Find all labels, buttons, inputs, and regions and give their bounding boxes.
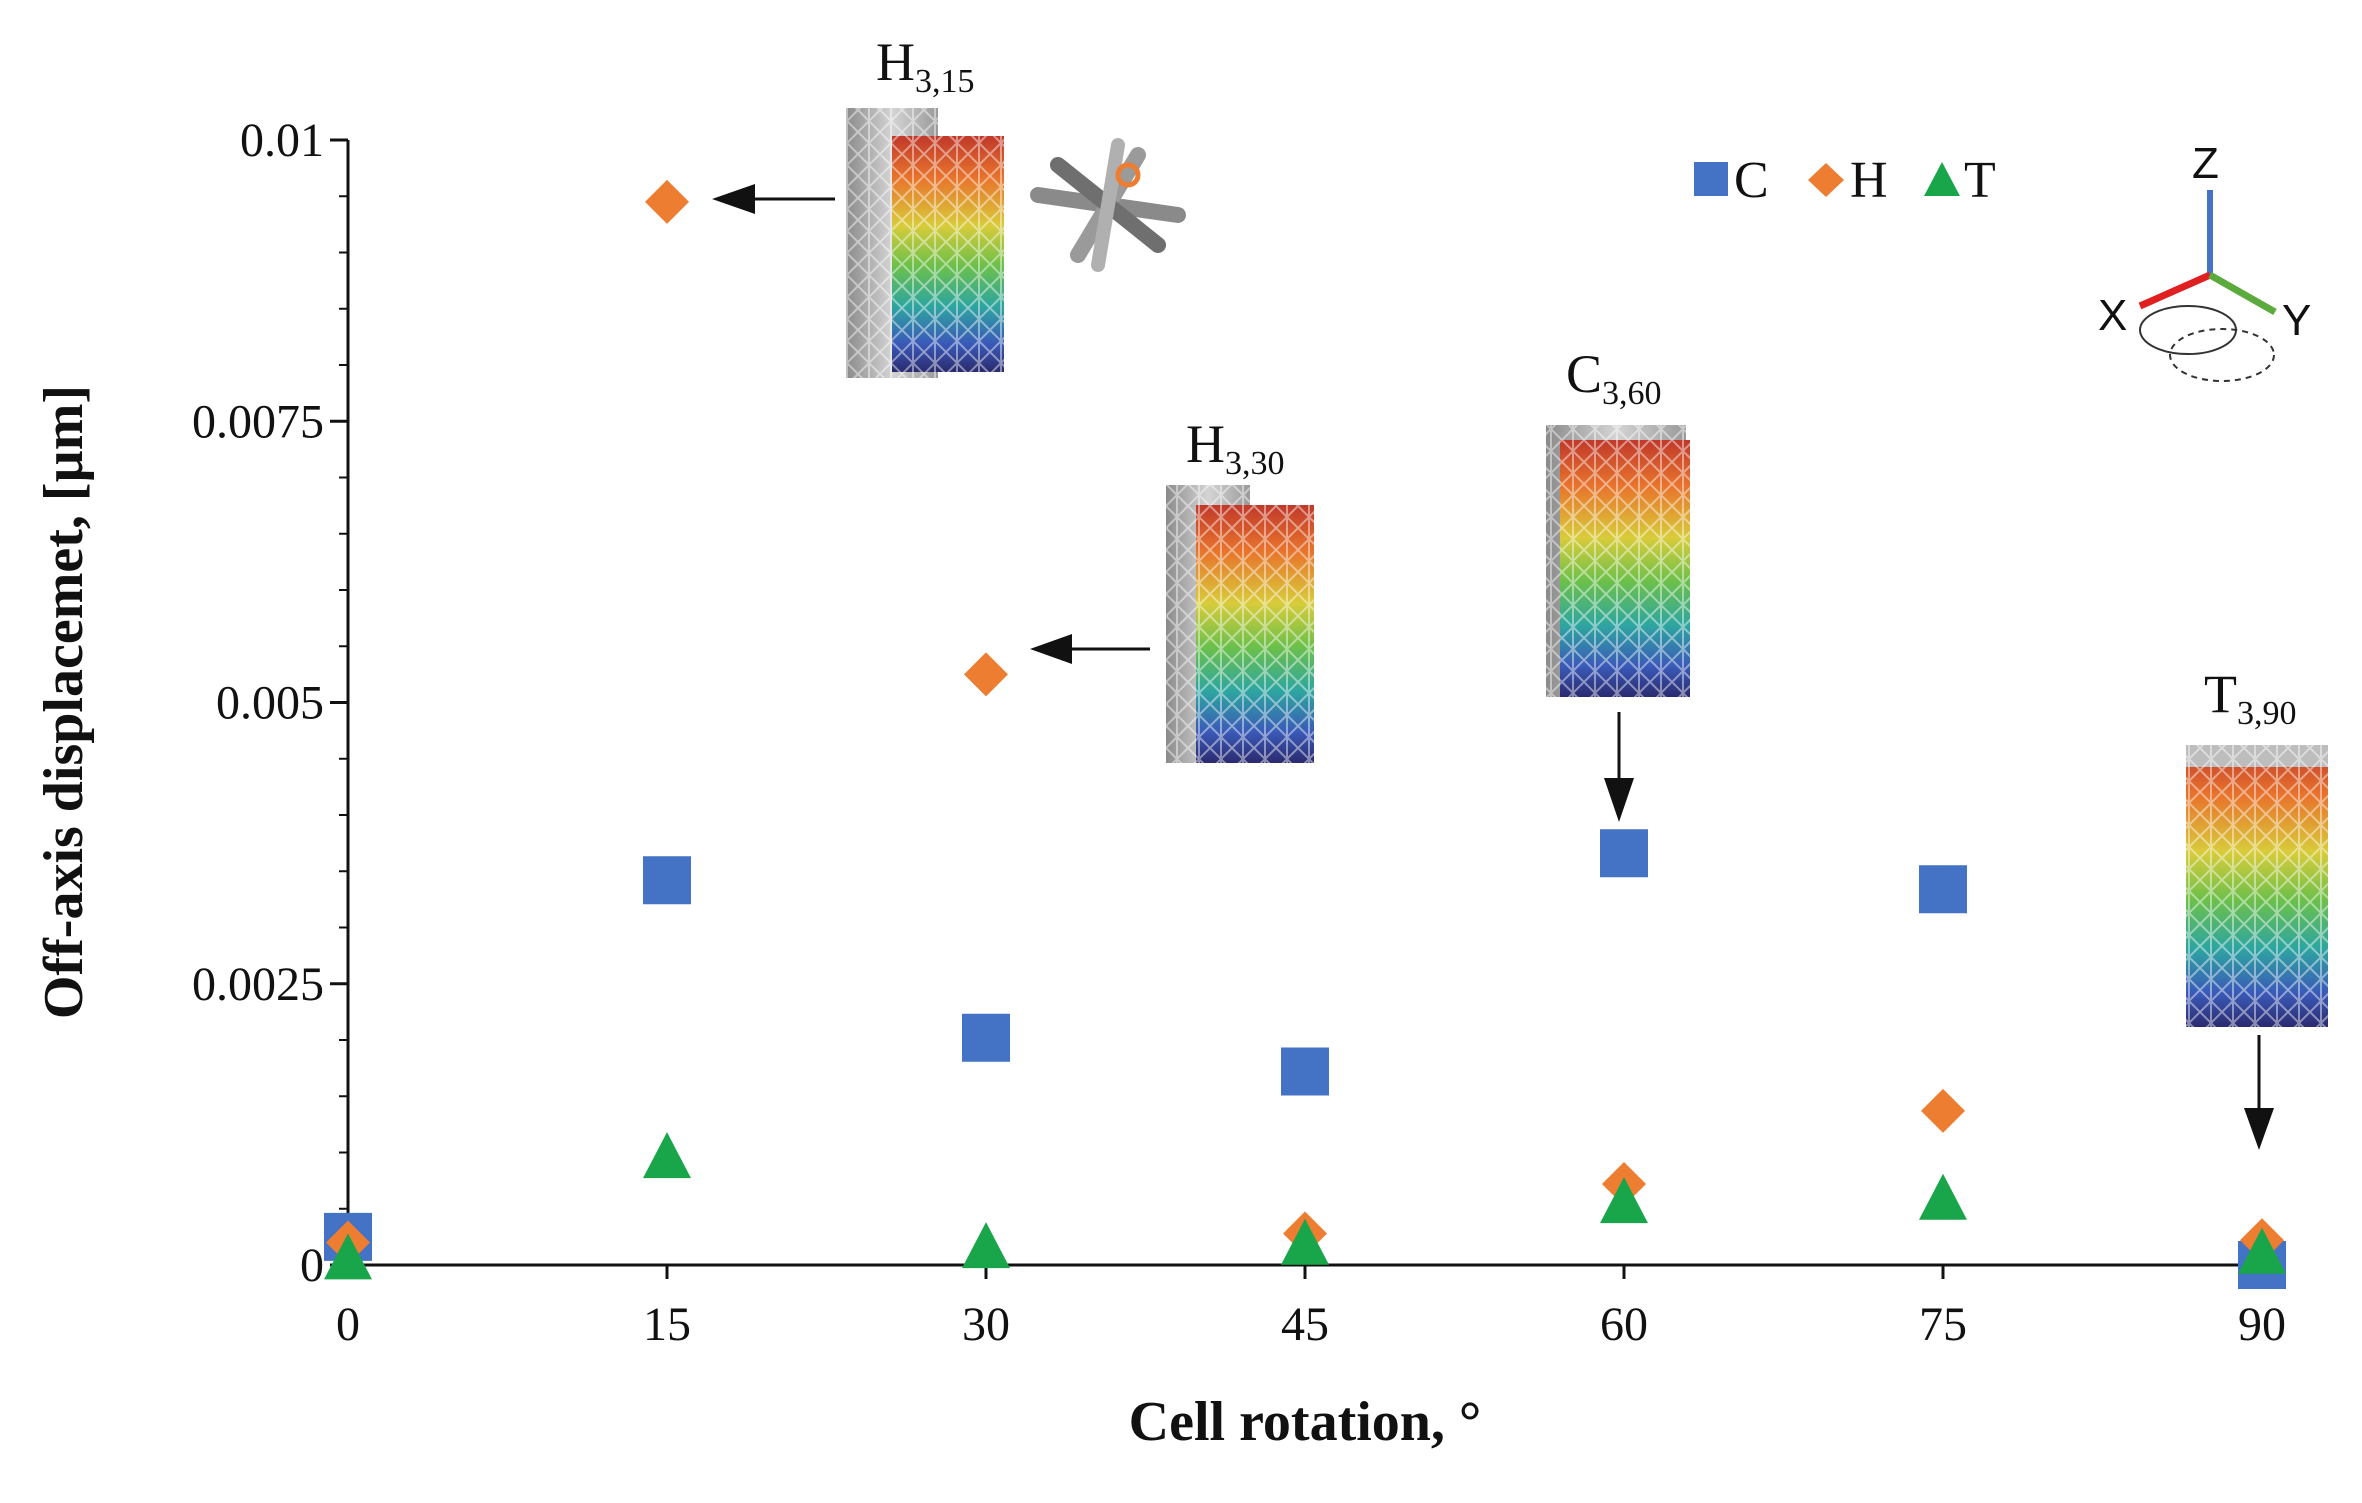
axes: 0 0.0025 0.005 0.0075 0.01 0 15 30 45 60 75 90: [192, 114, 2286, 1351]
triad-label-z: Z: [2192, 139, 2219, 188]
legend-label-h: H: [1850, 152, 1888, 209]
point-h-30: [964, 652, 1008, 697]
annotation-label-c-3-60: C3,60: [1566, 344, 1662, 412]
point-c-75: [1919, 865, 1967, 914]
inset-t-3-90: [2186, 745, 2328, 1027]
triad-label-x: X: [2098, 291, 2127, 340]
annotation-arrows: [712, 184, 2274, 1150]
legend-item-h: H: [1808, 152, 1888, 209]
point-c-30: [962, 1013, 1010, 1062]
arrow-h-3-15: [712, 184, 835, 214]
x-tick-label: 60: [1600, 1298, 1648, 1351]
legend: C H T: [1694, 152, 1996, 209]
inset-h-3-15: [846, 108, 1004, 378]
legend-label-t: T: [1964, 152, 1996, 209]
y-tick-label: 0.0075: [192, 395, 324, 448]
axes-triad: Z X Y: [2098, 139, 2311, 382]
point-h-15: [645, 179, 689, 224]
data-points: [324, 179, 2286, 1289]
x-tick-label: 30: [962, 1298, 1010, 1351]
arrow-t-3-90: [2244, 1035, 2274, 1150]
arrow-c-3-60: [1604, 712, 1634, 822]
point-c-15: [643, 856, 691, 905]
y-tick-label: 0.01: [240, 114, 324, 167]
point-t-60: [1600, 1177, 1648, 1224]
point-c-60: [1600, 829, 1648, 878]
y-ticks: 0 0.0025 0.005 0.0075 0.01: [192, 114, 348, 1292]
inset-c-3-60: [1546, 425, 1690, 697]
point-t-90: [2238, 1227, 2286, 1274]
legend-marker-t: [1924, 162, 1960, 196]
triad-label-y: Y: [2282, 296, 2311, 345]
legend-label-c: C: [1734, 152, 1769, 209]
x-axis-title: Cell rotation, °: [1129, 1391, 1482, 1453]
point-t-45: [1281, 1218, 1329, 1265]
point-t-30: [962, 1222, 1010, 1269]
y-axis-title: Off-axis displacemet, [µm]: [33, 385, 95, 1019]
point-t-0: [324, 1233, 372, 1280]
annotation-label-h-3-15: H3,15: [876, 32, 975, 100]
y-tick-label: 0.0025: [192, 958, 324, 1011]
x-tick-label: 75: [1919, 1298, 1967, 1351]
annotation-labels: H3,15 H3,30 C3,60 T3,90: [876, 32, 2297, 732]
x-tick-label: 15: [643, 1298, 691, 1351]
legend-item-c: C: [1694, 152, 1769, 209]
legend-marker-c: [1694, 162, 1728, 196]
legend-marker-h: [1808, 163, 1844, 197]
annotation-label-h-3-30: H3,30: [1186, 414, 1285, 482]
annotation-label-t-3-90: T3,90: [2204, 664, 2297, 732]
y-tick-label: 0.005: [216, 677, 324, 730]
x-tick-label: 90: [2238, 1298, 2286, 1351]
point-c-45: [1281, 1047, 1329, 1096]
x-ticks: 0 15 30 45 60 75 90: [336, 1265, 2286, 1351]
x-tick-label: 45: [1281, 1298, 1329, 1351]
point-t-75: [1919, 1173, 1967, 1220]
inset-h-3-30: [1166, 485, 1314, 763]
legend-item-t: T: [1924, 152, 1996, 209]
x-tick-label: 0: [336, 1298, 360, 1351]
y-tick-label: 0: [300, 1239, 324, 1292]
point-h-75: [1921, 1088, 1965, 1133]
point-t-15: [643, 1132, 691, 1179]
arrow-h-3-30: [1030, 634, 1150, 664]
strut-node-icon: [1030, 138, 1186, 272]
